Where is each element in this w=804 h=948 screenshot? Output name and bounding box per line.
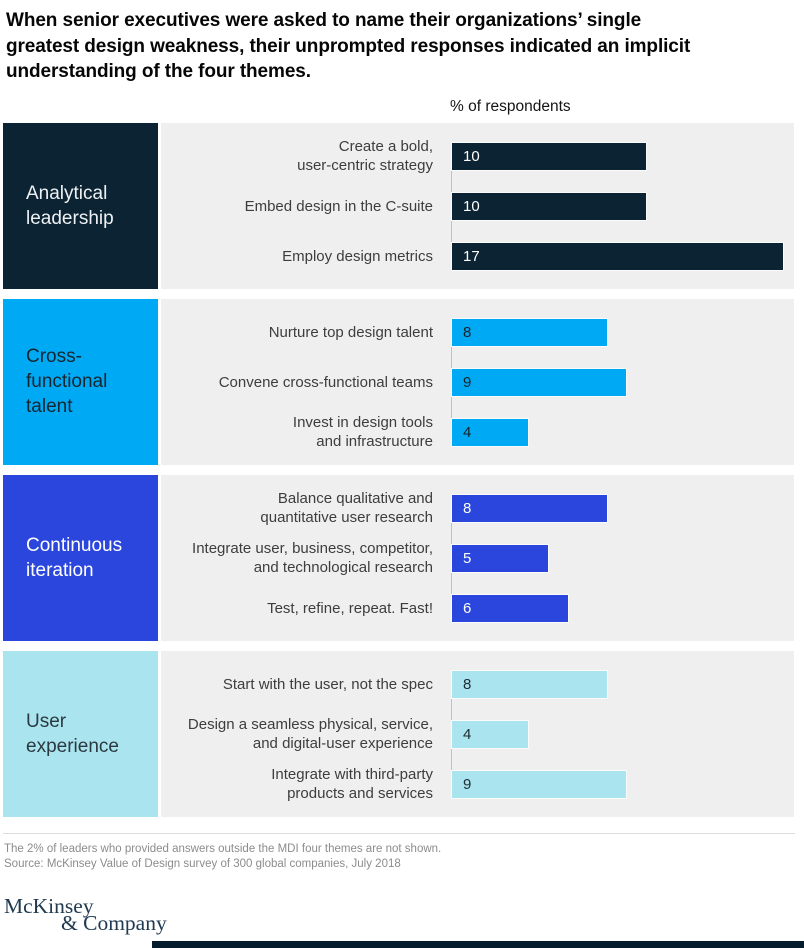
bar: 10 [451,191,647,221]
theme-name: Analytical leadership [26,182,114,229]
bar: 5 [451,543,549,573]
chart-row: Embed design in the C-suite 10 [161,191,794,221]
bar: 9 [451,769,627,799]
chart-row: Test, refine, repeat. Fast! 6 [161,593,794,623]
bar: 4 [451,417,529,447]
theme-label-block: Continuous iteration [3,474,158,641]
bar-label: Embed design in the C-suite [244,197,433,215]
bar: 4 [451,719,529,749]
bar-value: 9 [463,775,472,793]
axis-label: % of respondents [450,97,571,115]
chart-row: Nurture top design talent 8 [161,317,794,347]
bar-label: Invest in design tools and infrastructur… [292,414,433,450]
bar-value: 8 [463,675,472,693]
bar-label: Nurture top design talent [268,323,433,341]
theme-name: User experience [26,710,119,757]
chart-row: Integrate with third-party products and … [161,766,794,802]
bar-label: Convene cross-functional teams [218,373,433,391]
bar-label: Integrate user, business, competitor, an… [192,540,433,576]
theme-group: Analytical leadership Create a bold, use… [3,122,804,289]
chart-row: Start with the user, not the spec 8 [161,669,794,699]
bar-label: Design a seamless physical, service, and… [187,716,433,752]
theme-group: Cross- functional talent Nurture top des… [3,298,804,465]
bar-value: 4 [463,725,472,743]
bar-value: 6 [463,599,472,617]
chart-row: Create a bold, user-centric strategy 10 [161,138,794,174]
theme-name: Cross- functional talent [26,346,108,417]
theme-label-block: Analytical leadership [3,122,158,289]
bar-value: 4 [463,423,472,441]
bar: 17 [451,241,784,271]
bar-value: 8 [463,499,472,517]
chart-row: Balance qualitative and quantitative use… [161,490,794,526]
chart-row: Employ design metrics 17 [161,241,794,271]
bar-label: Create a bold, user-centric strategy [297,138,433,174]
bar-value: 10 [463,197,480,215]
chart-row: Design a seamless physical, service, and… [161,716,794,752]
group-panel: Balance qualitative and quantitative use… [161,474,794,641]
theme-group: Continuous iteration Balance qualitative… [3,474,804,641]
bar-label: Integrate with third-party products and … [271,766,433,802]
logo-line-2: & Company [61,910,167,935]
group-panel: Nurture top design talent 8 Convene cros… [161,298,794,465]
bar-value: 9 [463,373,472,391]
footer-bar [152,941,804,948]
logo-line-1: McKinsey [4,893,94,918]
bar-value: 17 [463,247,480,265]
bar-label: Test, refine, repeat. Fast! [267,599,433,617]
page-title: When senior executives were asked to nam… [6,10,691,82]
chart-row: Integrate user, business, competitor, an… [161,540,794,576]
bar: 8 [451,493,608,523]
bar: 10 [451,141,647,171]
bar-value: 8 [463,323,472,341]
theme-group: User experience Start with the user, not… [3,650,804,817]
footnote-divider [3,832,795,834]
bar: 8 [451,669,608,699]
theme-name: Continuous iteration [26,534,123,581]
footnote: The 2% of leaders who provided answers o… [4,842,442,855]
theme-label-block: Cross- functional talent [3,298,158,465]
group-panel: Start with the user, not the spec 8 Desi… [161,650,794,817]
chart-row: Convene cross-functional teams 9 [161,367,794,397]
group-panel: Create a bold, user-centric strategy 10 … [161,122,794,289]
bar: 8 [451,317,608,347]
bar: 9 [451,367,627,397]
bar-value: 10 [463,147,480,165]
bar-label: Start with the user, not the spec [222,675,433,693]
chart-row: Invest in design tools and infrastructur… [161,414,794,450]
bar-label: Balance qualitative and quantitative use… [260,490,433,526]
theme-label-block: User experience [3,650,158,817]
source-note: Source: McKinsey Value of Design survey … [4,857,401,870]
chart: Analytical leadership Create a bold, use… [3,122,804,817]
bar-value: 5 [463,549,472,567]
mckinsey-logo: McKinsey & Company [4,893,804,935]
bar: 6 [451,593,569,623]
bar-label: Employ design metrics [282,247,433,265]
